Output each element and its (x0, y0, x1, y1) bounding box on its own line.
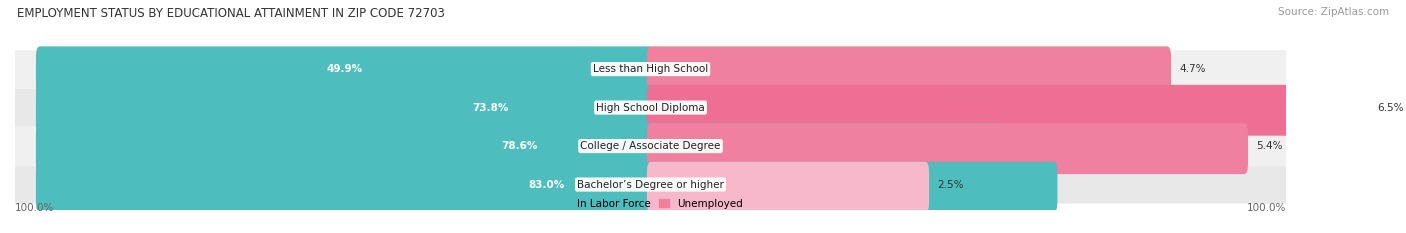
Text: College / Associate Degree: College / Associate Degree (581, 141, 721, 151)
FancyBboxPatch shape (647, 123, 1249, 174)
FancyBboxPatch shape (37, 46, 652, 97)
Text: 100.0%: 100.0% (15, 203, 55, 213)
FancyBboxPatch shape (15, 89, 1286, 127)
Text: 83.0%: 83.0% (529, 180, 565, 189)
Text: 100.0%: 100.0% (1247, 203, 1286, 213)
FancyBboxPatch shape (37, 85, 945, 136)
FancyBboxPatch shape (647, 85, 1369, 136)
Text: 73.8%: 73.8% (472, 103, 509, 113)
FancyBboxPatch shape (15, 127, 1286, 165)
Text: Source: ZipAtlas.com: Source: ZipAtlas.com (1278, 7, 1389, 17)
Text: 2.5%: 2.5% (938, 180, 965, 189)
FancyBboxPatch shape (37, 123, 1004, 174)
Text: 4.7%: 4.7% (1180, 64, 1206, 74)
Text: 78.6%: 78.6% (502, 141, 538, 151)
Text: 49.9%: 49.9% (326, 64, 363, 74)
FancyBboxPatch shape (15, 165, 1286, 204)
FancyBboxPatch shape (647, 46, 1171, 97)
Text: High School Diploma: High School Diploma (596, 103, 704, 113)
Text: 5.4%: 5.4% (1257, 141, 1284, 151)
FancyBboxPatch shape (15, 50, 1286, 88)
FancyBboxPatch shape (647, 162, 929, 213)
Text: EMPLOYMENT STATUS BY EDUCATIONAL ATTAINMENT IN ZIP CODE 72703: EMPLOYMENT STATUS BY EDUCATIONAL ATTAINM… (17, 7, 444, 20)
Text: Bachelor’s Degree or higher: Bachelor’s Degree or higher (576, 180, 724, 189)
Text: 6.5%: 6.5% (1378, 103, 1405, 113)
Legend: In Labor Force, Unemployed: In Labor Force, Unemployed (554, 195, 748, 213)
FancyBboxPatch shape (37, 162, 1057, 213)
Text: Less than High School: Less than High School (593, 64, 709, 74)
